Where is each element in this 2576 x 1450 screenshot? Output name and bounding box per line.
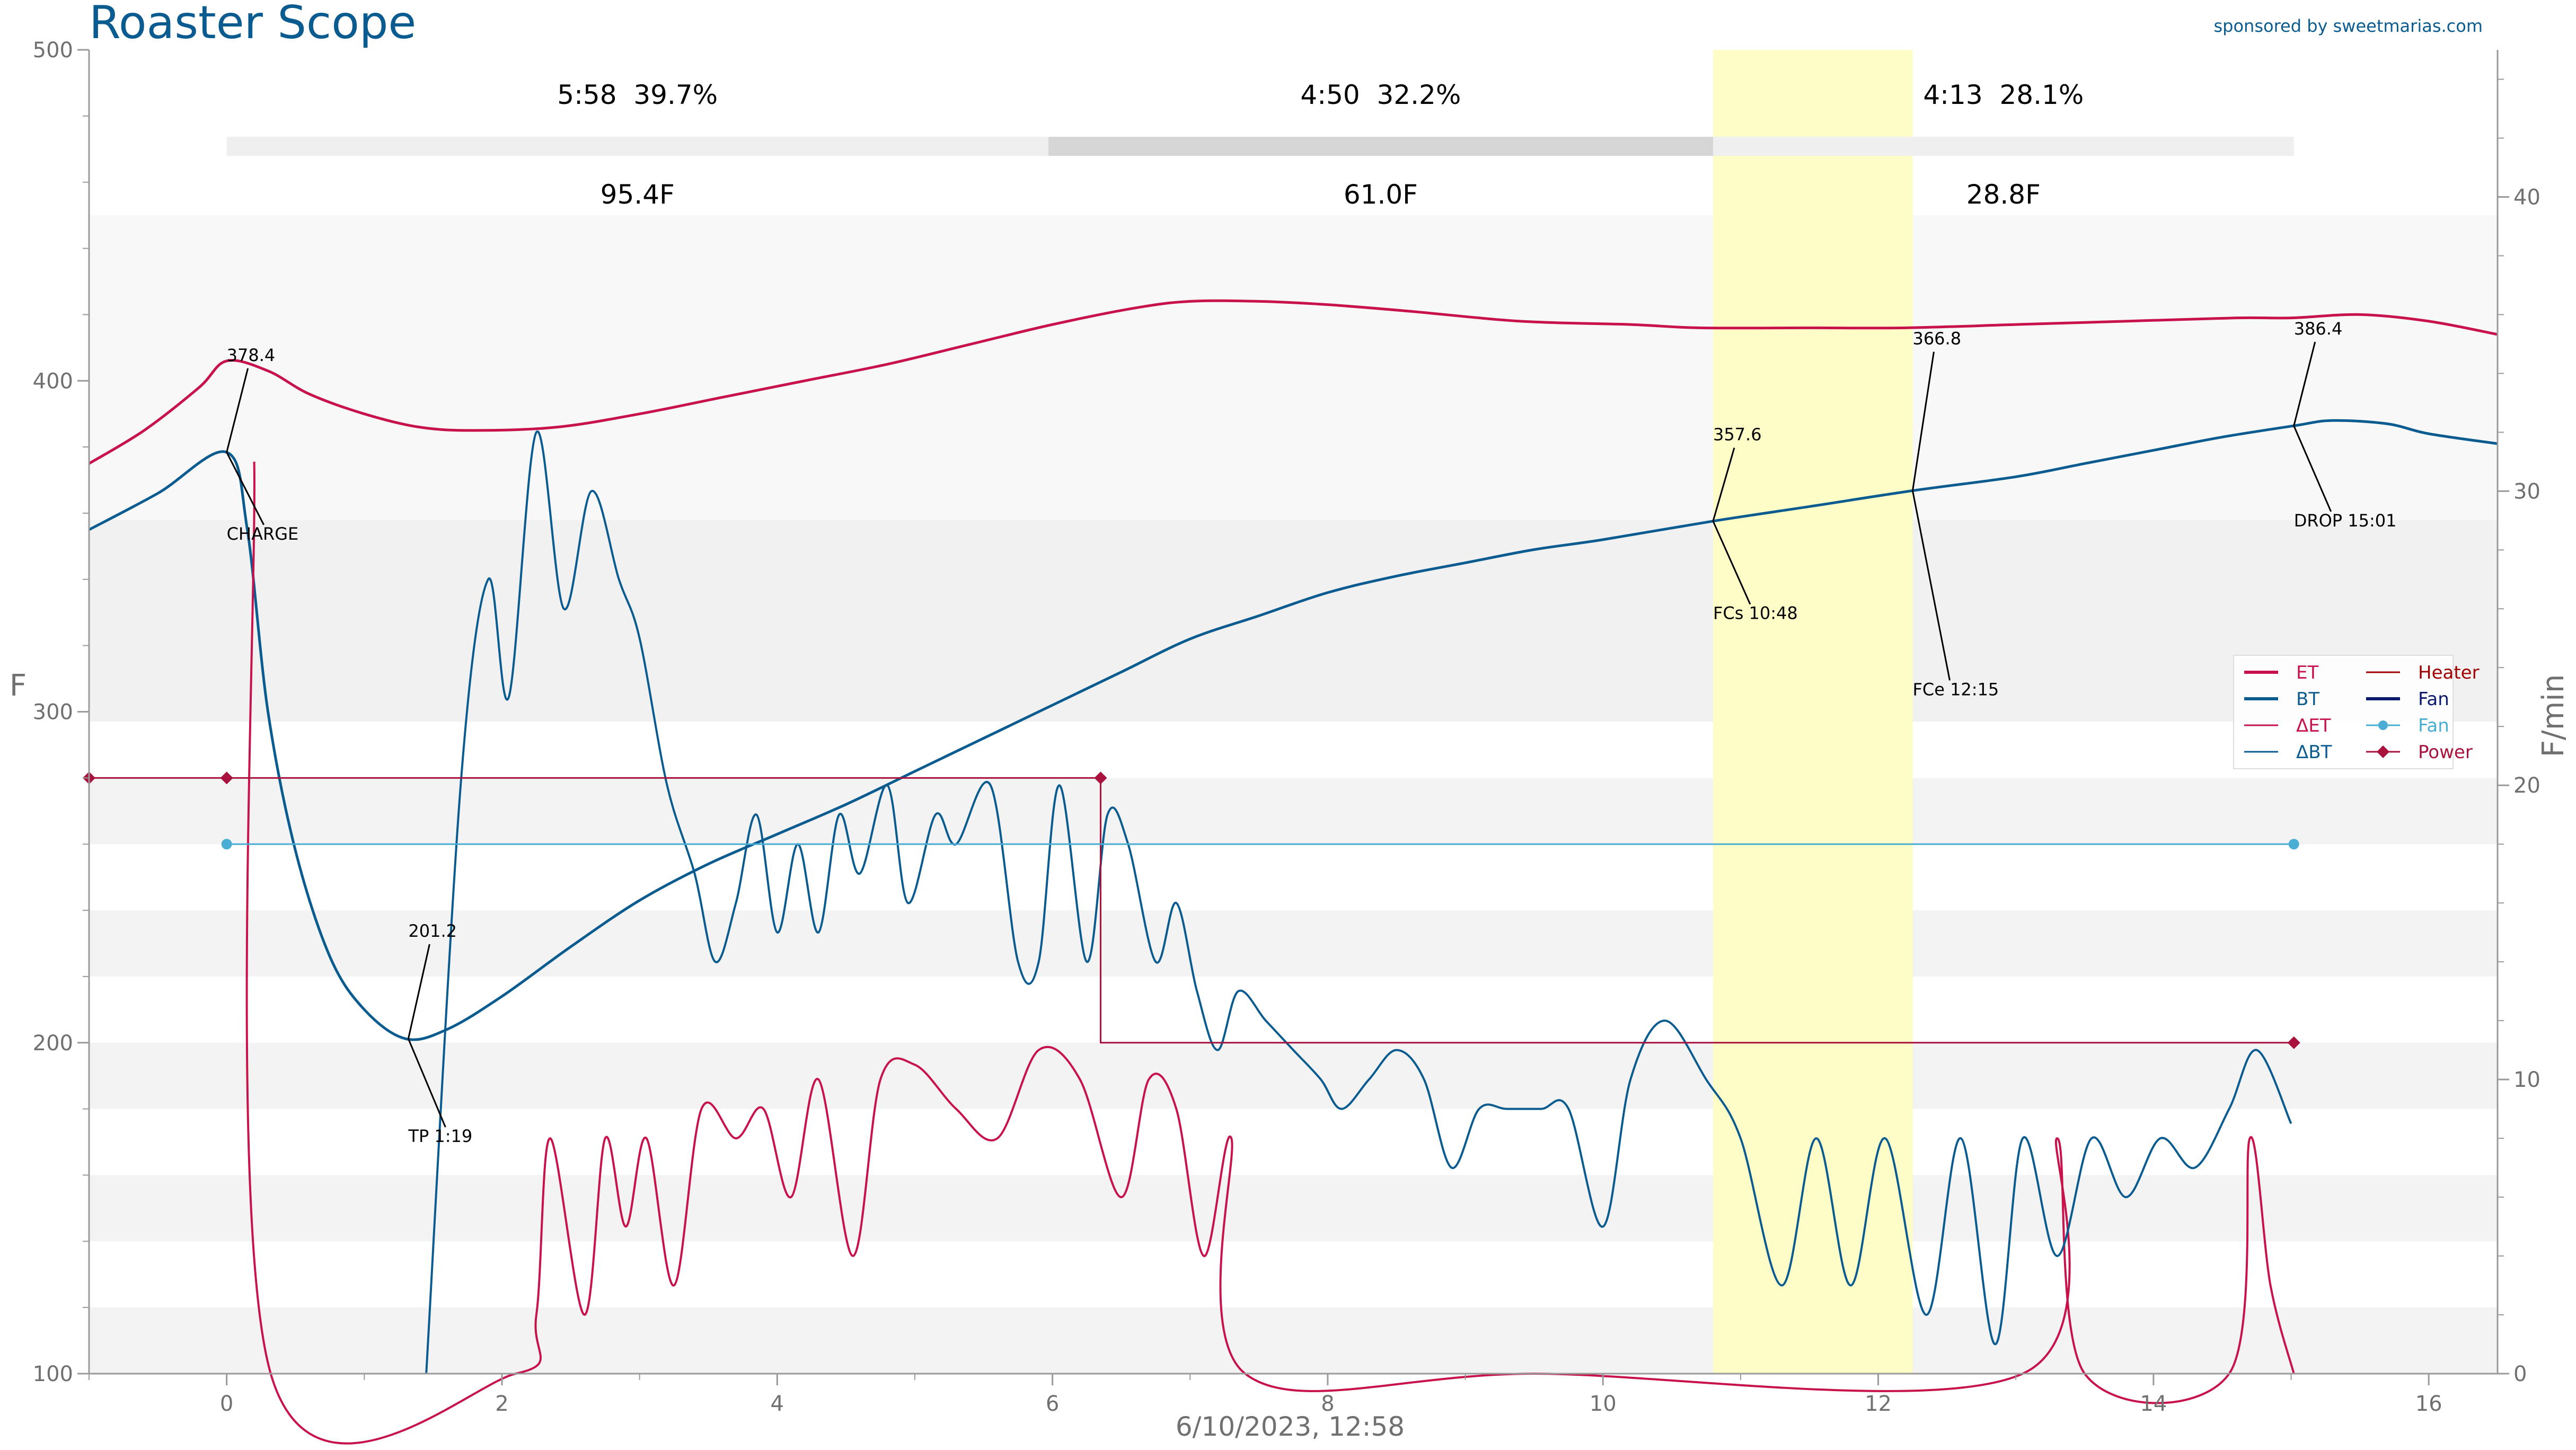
x-tick-label: 16 [2415,1392,2442,1416]
annotation-label-fce: FCe 12:15 [1912,679,1999,699]
band-2 [89,1042,2498,1109]
phase-bar-segment-2 [1048,137,1713,156]
y2-tick-label: 40 [2513,185,2540,209]
legend-label: ΔBT [2296,742,2332,763]
x-tick-label: 10 [1590,1392,1617,1416]
legend: ET Heater BT Fan ΔET Fan ΔBT Power [2233,655,2480,769]
x-axis-label: 6/10/2023, 12:58 [1176,1411,1405,1442]
band-6 [89,215,2498,520]
y2-tick-label: 0 [2513,1362,2527,1386]
series-bt [88,419,2498,1041]
fan-marker-1 [2288,839,2299,850]
series-layer [88,299,2498,1445]
diamond-icon [2377,745,2389,758]
annotation-label-leader [2293,425,2332,512]
y-tick-label: 200 [33,1031,73,1056]
y2-tick-label: 10 [2513,1068,2540,1092]
annotation-label-drop: DROP 15:01 [2294,511,2397,531]
annotation-value-charge: 378.4 [227,345,276,365]
legend-label: ΔET [2296,715,2331,736]
phase-1-time-percent: 5:58 39.7% [557,80,718,110]
legend-item-fan: Fan [2366,715,2449,736]
legend-label: Fan [2418,715,2449,736]
annotation-value-fce: 366.8 [1912,329,1961,349]
sponsor-link[interactable]: sponsored by sweetmarias.com [2213,16,2483,36]
phase-bar [226,137,2294,156]
annotation-label-leader [1712,521,1751,605]
legend-label: Power [2418,742,2473,763]
phase-3-time-percent: 4:13 28.1% [1923,80,2084,110]
legend-item-delta-et: ΔET [2244,715,2331,736]
annotation-label-tp: TP 1:19 [408,1126,472,1146]
legend-label: Fan [2418,689,2449,710]
annotation-value-tp: 201.2 [408,921,457,941]
legend-box [2233,655,2454,769]
band-4 [89,778,2498,845]
band-0 [89,1307,2498,1374]
series-et [88,299,2498,465]
app-title: Roaster Scope [89,0,416,49]
x-tick-label: 2 [495,1392,508,1416]
y-tick-label: 400 [33,369,73,393]
y2-tick-label: 30 [2513,479,2540,504]
annotation-label-leader [226,452,264,525]
y2-axis-label: F/min [2536,674,2571,758]
x-tick-label: 0 [220,1392,233,1416]
marker-layer [83,771,2300,1049]
power-marker-3 [2287,1036,2300,1049]
y-axis-label: F [10,669,27,703]
phase-3-temp-rise: 28.8F [1966,179,2041,210]
x-tick-label: 6 [1046,1392,1059,1416]
annotation-value-fcs: 357.6 [1713,425,1762,445]
annotation-value-leader [407,944,430,1039]
background-bands [89,215,2498,1374]
x-tick-label: 12 [1865,1392,1892,1416]
phase-bar-segment-3 [1713,137,2294,156]
legend-item-delta-bt: ΔBT [2244,742,2332,763]
event-annotations: 378.4 CHARGE 201.2 TP 1:19 357.6 FCs 10:48 366… [226,319,2397,1146]
annotation-value-leader [1712,447,1735,522]
legend-label: ET [2296,662,2318,683]
series-delta-et [245,461,2295,1445]
y-tick-label: 300 [33,700,73,725]
annotation-label-leader [1911,490,1951,681]
phase-2-time-percent: 4:50 32.2% [1300,80,1461,110]
x-tick-label: 8 [1321,1392,1334,1416]
legend-item-bt: BT [2244,689,2319,710]
legend-item-power: Power [2366,742,2473,763]
annotation-label-fcs: FCs 10:48 [1713,603,1798,623]
band-3 [89,910,2498,977]
band-1 [89,1175,2498,1242]
x-tick-label: 4 [771,1392,784,1416]
annotation-value-leader [2293,341,2316,426]
annotation-label-charge: CHARGE [227,524,299,544]
phase-1-temp-rise: 95.4F [601,179,675,210]
power-marker-2 [1094,771,1107,785]
first-crack-window [1713,50,1913,1374]
phase-2-temp-rise: 61.0F [1344,179,1418,210]
series-delta-bt [425,430,2292,1374]
annotation-value-leader [1911,351,1935,491]
fan-marker-0 [221,839,232,850]
legend-label: BT [2296,689,2319,710]
legend-item-fan: Fan [2366,689,2449,710]
legend-item-heater: Heater [2366,662,2480,683]
y-tick-label: 100 [33,1362,73,1386]
phase-bar-segment-1 [226,137,1048,156]
band-5 [89,520,2498,722]
y2-tick-label: 20 [2513,774,2540,798]
dot-icon [2378,720,2388,730]
annotation-value-leader [226,368,249,453]
legend-item-et: ET [2244,662,2318,683]
legend-label: Heater [2418,662,2480,683]
y-tick-label: 500 [33,38,73,63]
annotation-value-drop: 386.4 [2294,319,2343,339]
annotation-label-leader [408,1038,446,1128]
x-tick-label: 14 [2140,1392,2167,1416]
power-marker-1 [220,771,233,785]
